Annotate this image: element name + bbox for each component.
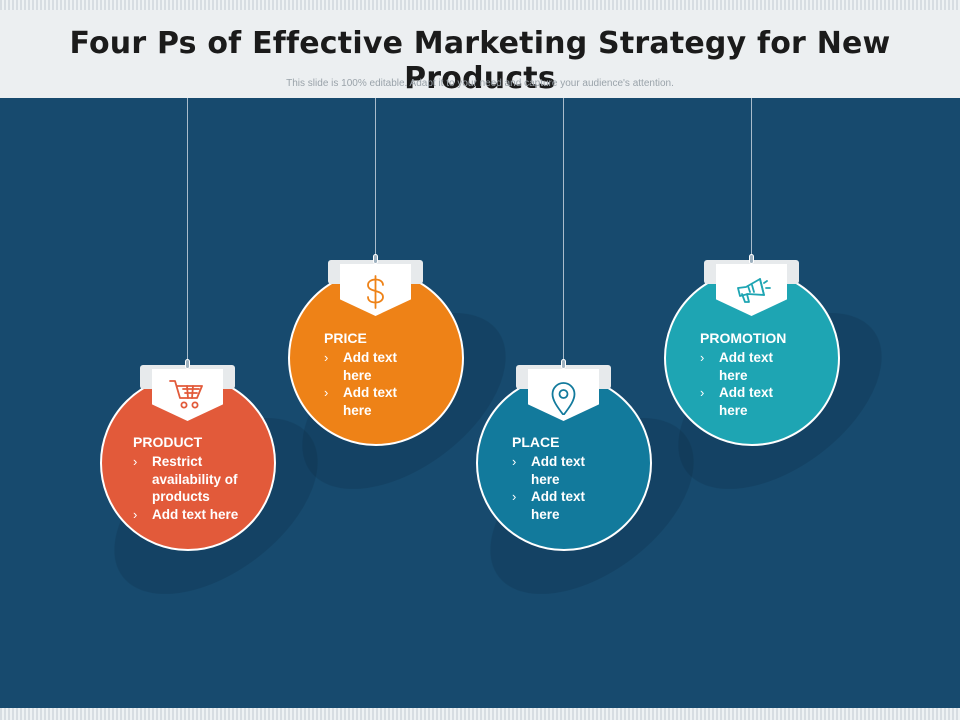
list-item: › Add text here [700, 385, 773, 418]
hanging-clip-place [561, 359, 566, 369]
top-decorative-stripe [0, 0, 960, 10]
chevron-right-icon: › [512, 489, 517, 504]
card-list-place: › Add text here › Add text here [512, 453, 592, 523]
chevron-right-icon: › [133, 506, 138, 522]
hanging-string-place [563, 98, 564, 366]
hanging-string-promotion [751, 98, 752, 261]
hanging-clip-promotion [749, 254, 754, 264]
card-list-promotion: › Add text here › Add text here [700, 349, 780, 419]
slide-subtitle: This slide is 100% editable. Adapt it to… [286, 78, 674, 89]
card-text-product: PRODUCT › Restrict availability of produc… [133, 434, 268, 523]
hanging-string-price [375, 98, 376, 261]
hanging-clip-price [373, 254, 378, 264]
card-text-place: PLACE › Add text here › Add text here [512, 434, 632, 523]
card-text-price: PRICE › Add text here › Add text here [324, 330, 444, 419]
location-pin-icon [551, 382, 576, 415]
chevron-right-icon: › [324, 350, 329, 365]
hanging-string-product [187, 98, 188, 366]
card-list-product: › Restrict availability of products › Add … [133, 453, 268, 523]
list-item: › Add text here [324, 385, 397, 418]
shopping-cart-icon [169, 380, 203, 409]
card-title-product: PRODUCT [133, 434, 203, 450]
chevron-right-icon: › [700, 385, 705, 400]
chevron-right-icon: › [324, 385, 329, 400]
slide-title: Four Ps of Effective Marketing Strategy … [69, 26, 891, 96]
list-item: › Add text here [512, 454, 585, 487]
card-title-promotion: PROMOTION [700, 330, 787, 346]
card-text-promotion: PROMOTION › Add text here › Add text here [700, 330, 820, 419]
hanging-clip-product [185, 359, 190, 369]
chevron-right-icon: › [133, 454, 138, 469]
card-list-price: › Add text here › Add text here [324, 349, 404, 419]
dollar-icon [367, 275, 384, 309]
chevron-right-icon: › [512, 454, 517, 469]
chevron-right-icon: › [700, 350, 705, 365]
list-item: › Add text here [324, 350, 397, 383]
header-band [0, 10, 960, 98]
card-title-price: PRICE [324, 330, 367, 346]
megaphone-icon [737, 278, 771, 303]
card-title-place: PLACE [512, 434, 560, 450]
bottom-decorative-stripe [0, 708, 960, 720]
list-item: › Restrict availability of products [133, 454, 238, 504]
list-item: › Add text here [700, 350, 773, 383]
list-item: › Add text here [133, 506, 239, 522]
list-item: › Add text here [512, 489, 585, 522]
